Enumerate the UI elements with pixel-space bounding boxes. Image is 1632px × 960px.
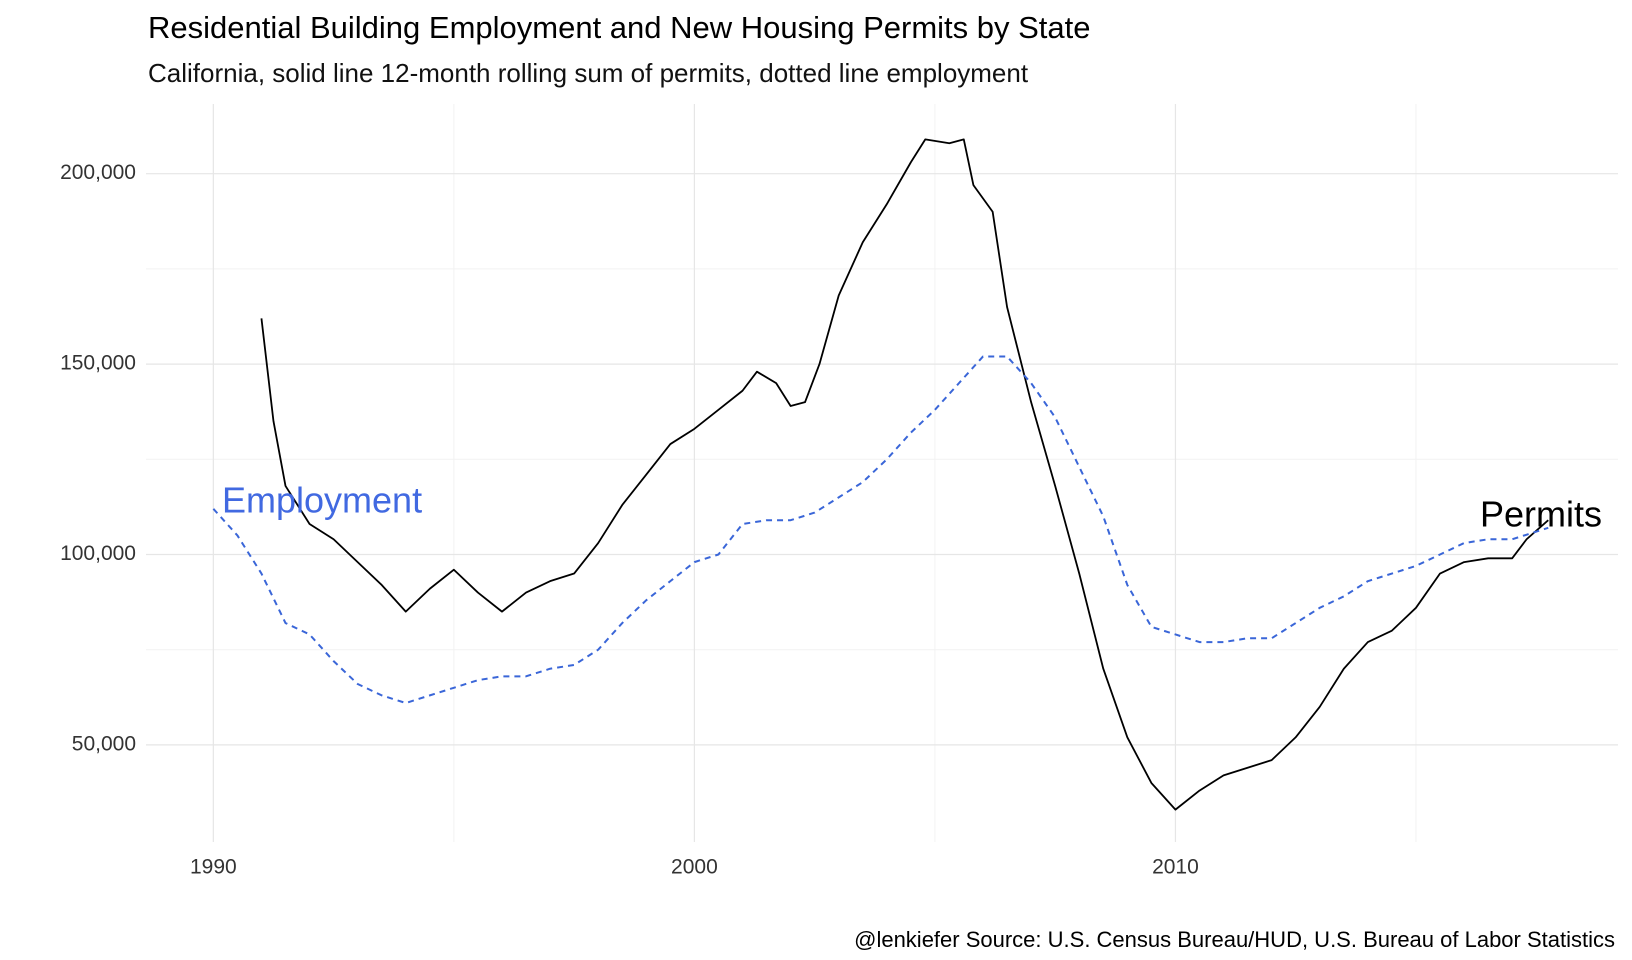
caption: @lenkiefer Source: U.S. Census Bureau/HU… [854,927,1615,952]
y-tick-label: 50,000 [72,732,136,755]
series-label: Permits [1480,494,1602,535]
series-line [260,138,1549,811]
x-tick-label: 2010 [1152,856,1199,879]
x-tick-label: 1990 [190,856,237,879]
y-tick-label: 200,000 [60,161,136,184]
x-tick-label: 2000 [671,856,718,879]
y-tick-label: 100,000 [60,542,136,565]
y-tick-label: 150,000 [60,352,136,375]
chart-subtitle: California, solid line 12-month rolling … [148,58,1029,88]
series-label: Employment [222,480,422,521]
series-line [212,355,1549,705]
chart-title: Residential Building Employment and New … [148,10,1091,45]
